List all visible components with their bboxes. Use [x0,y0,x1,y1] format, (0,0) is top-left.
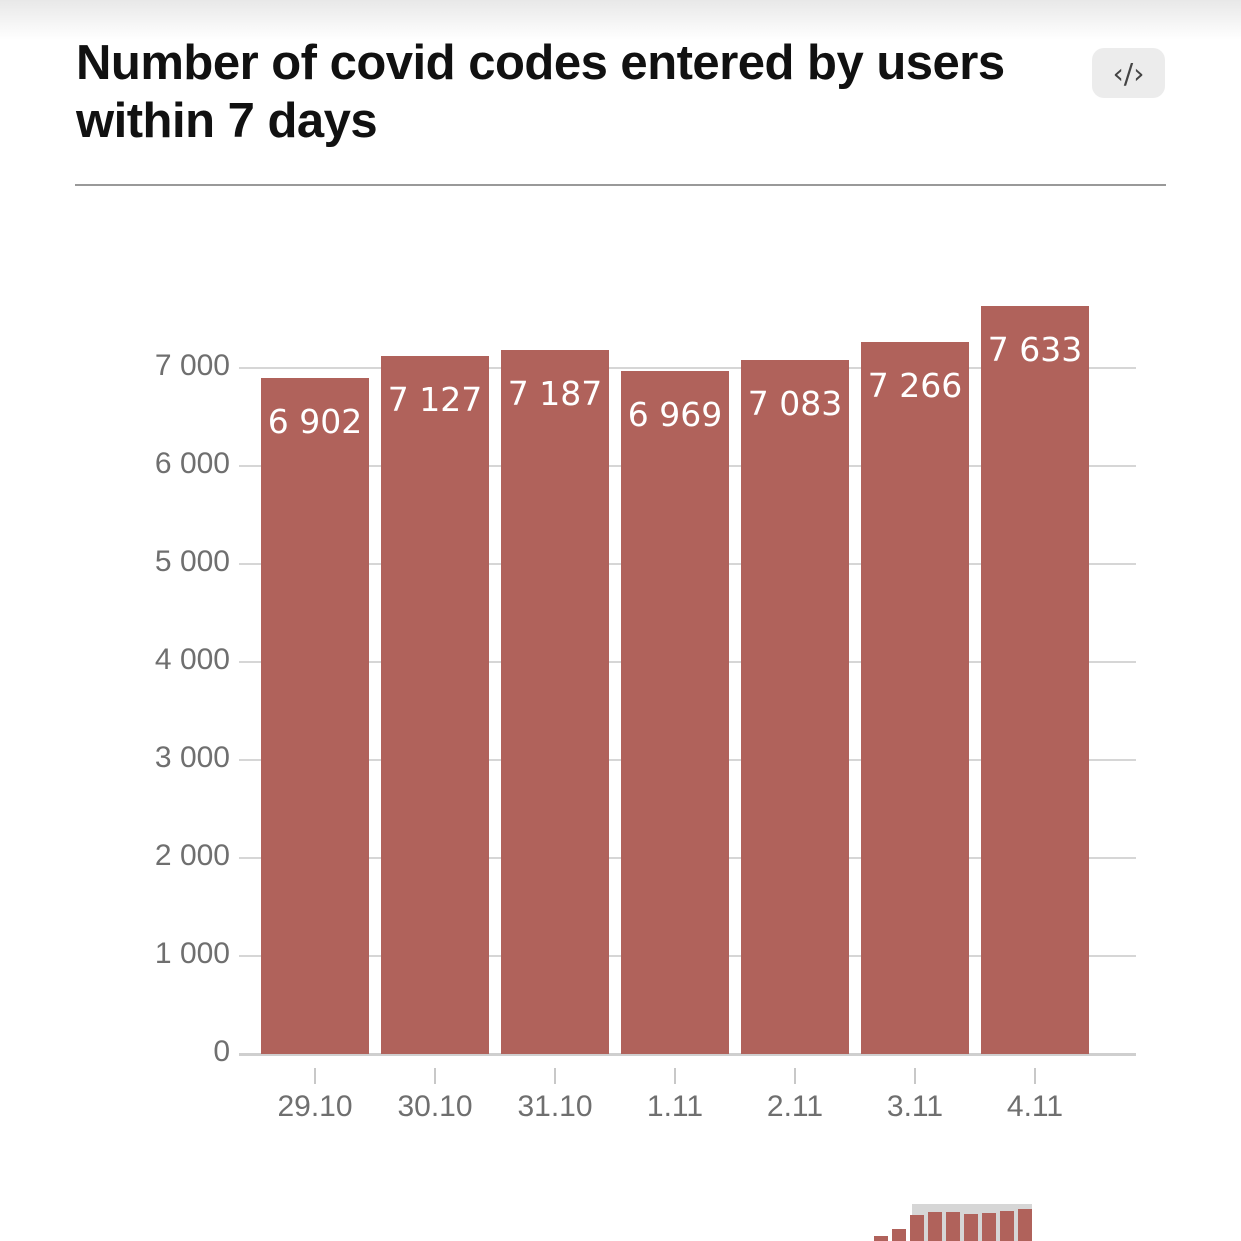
bar[interactable] [501,349,609,1054]
code-icon: ‹/› [1112,56,1145,90]
bar[interactable] [261,377,369,1054]
y-axis-tick-label: 4 000 [154,643,230,676]
minimap-bar [874,1236,888,1241]
x-axis-tick-mark [914,1068,916,1084]
bar-value-label: 7 266 [867,365,963,405]
x-axis-tick-label: 29.10 [277,1090,353,1123]
x-axis-tick-mark [554,1068,556,1084]
bar-value-label: 7 633 [987,329,1083,369]
x-axis-tick-mark [314,1068,316,1084]
x-axis-tick-mark [794,1068,796,1084]
bar[interactable] [621,371,729,1054]
y-axis-tick-label: 0 [213,1035,230,1068]
minimap-bar [910,1215,924,1241]
minimap-bar [892,1229,906,1241]
title-divider [75,184,1166,186]
bar[interactable] [861,341,969,1054]
y-axis-tick-label: 6 000 [154,447,230,480]
bar[interactable] [741,359,849,1054]
x-axis-tick-label: 30.10 [397,1090,473,1123]
y-axis-tick-label: 7 000 [154,349,230,382]
x-axis-tick-label: 31.10 [517,1090,593,1123]
bar[interactable] [981,305,1089,1054]
minimap-bar [1018,1209,1032,1241]
minimap-bar [1000,1211,1014,1241]
top-shade [0,0,1241,40]
x-axis-tick-mark [1034,1068,1036,1084]
gridline [239,1053,1136,1056]
y-axis-tick-label: 1 000 [154,937,230,970]
gridline [239,367,1136,369]
bar-value-label: 6 902 [267,401,363,441]
x-axis-tick-label: 1.11 [646,1090,704,1123]
y-axis-tick-label: 2 000 [154,839,230,872]
embed-code-button[interactable]: ‹/› [1092,48,1165,98]
chart-title: Number of covid codes entered by users w… [76,36,1005,148]
y-axis-tick-label: 5 000 [154,545,230,578]
bar-value-label: 6 969 [627,395,723,435]
x-axis-tick-mark [674,1068,676,1084]
minimap-bar [928,1212,942,1241]
minimap-bar [982,1213,996,1241]
chart-range-navigator[interactable] [874,1204,1034,1241]
minimap-bar [946,1212,960,1241]
bar[interactable] [381,355,489,1054]
bar-value-label: 7 187 [507,373,603,413]
minimap-bar [964,1214,978,1241]
bar-value-label: 7 083 [747,383,843,423]
y-axis-tick-label: 3 000 [154,741,230,774]
x-axis-tick-label: 4.11 [1006,1090,1064,1123]
x-axis-tick-mark [434,1068,436,1084]
x-axis-tick-label: 3.11 [886,1090,944,1123]
x-axis-tick-label: 2.11 [766,1090,824,1123]
bar-value-label: 7 127 [387,379,483,419]
